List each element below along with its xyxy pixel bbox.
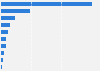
Bar bbox=[1, 16, 14, 20]
Bar bbox=[1, 65, 2, 69]
Bar bbox=[1, 44, 6, 48]
Bar bbox=[1, 37, 6, 41]
Bar bbox=[1, 51, 4, 55]
Bar bbox=[1, 23, 10, 27]
Bar bbox=[1, 58, 3, 62]
Bar bbox=[1, 9, 30, 13]
Bar bbox=[1, 2, 92, 6]
Bar bbox=[1, 30, 8, 34]
